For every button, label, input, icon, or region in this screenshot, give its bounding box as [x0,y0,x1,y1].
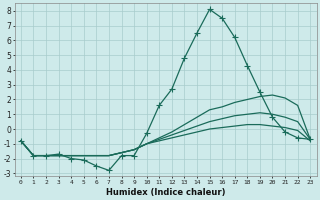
X-axis label: Humidex (Indice chaleur): Humidex (Indice chaleur) [106,188,225,197]
